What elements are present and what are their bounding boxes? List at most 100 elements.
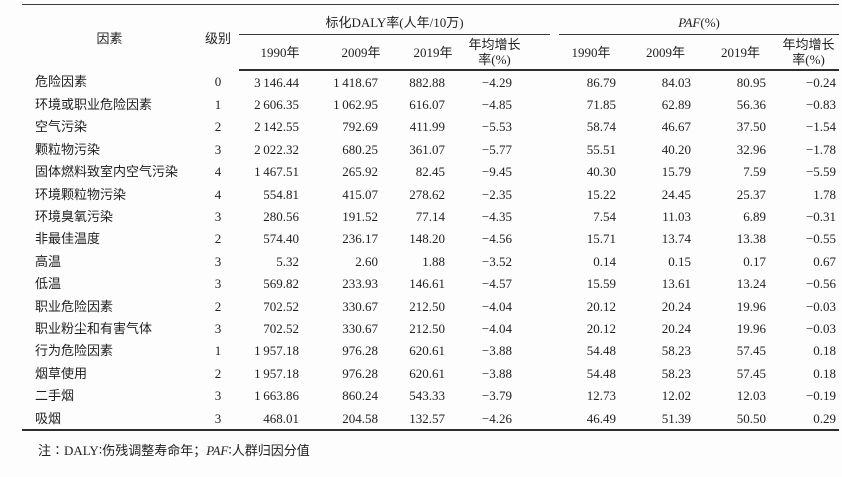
daly-value-cell: 680.25 xyxy=(342,141,378,157)
paf-value-cell: 11.03 xyxy=(662,209,692,225)
table-body: 危险因素 0 3 146.44 1 418.67 882.88 −4.29 86.79 84.… xyxy=(22,70,839,430)
paf-value-cell: −0.03 xyxy=(805,298,837,314)
daly-value-cell: −5.77 xyxy=(481,141,513,157)
daly-year-header-2009: 2009年 xyxy=(321,35,401,71)
group-header-daly: 标化DALY率(人年/10万) xyxy=(239,5,554,35)
paf-value-cell: 50.50 xyxy=(736,410,767,426)
daly-value-cell: 1.88 xyxy=(422,253,445,269)
paf-value-cell: 12.03 xyxy=(736,388,767,404)
daly-value-cell: 543.33 xyxy=(409,388,445,404)
level-cell: 0 xyxy=(214,74,222,90)
factor-cell: 二手烟 xyxy=(35,388,75,404)
paf-value-cell: 19.96 xyxy=(736,320,767,336)
daly-value-cell: −4.29 xyxy=(481,74,513,90)
table-row: 环境臭氧污染 3 280.56 191.52 77.14 −4.35 7.54 11.03 6.… xyxy=(22,205,839,227)
paf-value-cell: 19.96 xyxy=(736,298,767,314)
paf-value-cell: 20.24 xyxy=(661,298,692,314)
paf-value-cell: −0.31 xyxy=(805,209,837,225)
daly-value-cell: 620.61 xyxy=(409,343,445,359)
daly-value-cell: 574.40 xyxy=(263,231,299,247)
paf-value-cell: −1.54 xyxy=(805,119,837,135)
paf-value-cell: 32.96 xyxy=(736,141,767,157)
paf-value-cell: −0.19 xyxy=(805,388,837,404)
daly-value-cell: 792.69 xyxy=(342,119,378,135)
paf-unit: (%) xyxy=(700,15,720,30)
daly-value-cell: 278.62 xyxy=(409,186,445,202)
level-cell: 3 xyxy=(214,276,222,292)
factor-cell: 非最佳温度 xyxy=(35,231,101,247)
paf-year-header-2009: 2009年 xyxy=(628,35,704,71)
daly-value-cell: 616.07 xyxy=(409,97,445,113)
factor-cell: 固体燃料致室内空气污染 xyxy=(35,164,179,180)
level-cell: 2 xyxy=(214,119,222,135)
paf-value-cell: −0.03 xyxy=(805,320,837,336)
factor-cell: 危险因素 xyxy=(35,74,88,90)
daly-value-cell: 82.45 xyxy=(415,164,445,180)
daly-value-cell: −5.53 xyxy=(481,119,513,135)
daly-value-cell: −4.04 xyxy=(481,298,513,314)
level-cell: 3 xyxy=(214,141,222,157)
daly-value-cell: 620.61 xyxy=(409,365,445,381)
paf-value-cell: 20.24 xyxy=(661,320,692,336)
daly-value-cell: 132.57 xyxy=(409,410,445,426)
paf-value-cell: 56.36 xyxy=(736,97,767,113)
paf-value-cell: 54.48 xyxy=(586,365,617,381)
daly-value-cell: 146.61 xyxy=(409,276,445,292)
daly-value-cell: 1 663.86 xyxy=(254,388,299,404)
factor-cell: 低温 xyxy=(35,276,62,292)
daly-value-cell: 468.01 xyxy=(263,410,299,426)
daly-value-cell: 1 418.67 xyxy=(333,74,378,90)
daly-year-header-2019: 2019年 xyxy=(401,35,465,71)
paf-value-cell: 54.48 xyxy=(586,343,617,359)
paf-value-cell: 12.02 xyxy=(661,388,692,404)
paf-value-cell: 0.14 xyxy=(593,253,617,269)
daly-value-cell: −4.26 xyxy=(481,410,513,426)
factor-cell: 高温 xyxy=(35,253,62,269)
factor-cell: 环境臭氧污染 xyxy=(35,209,114,225)
daly-value-cell: 330.67 xyxy=(342,298,378,314)
daly-value-cell: 236.17 xyxy=(342,231,378,247)
paf-value-cell: 1.78 xyxy=(813,186,837,202)
daly-group-label: 标化DALY率(人年/10万) xyxy=(239,12,551,35)
paf-year-header-2019: 2019年 xyxy=(703,35,779,71)
paf-value-cell: 37.50 xyxy=(736,119,767,135)
paf-value-cell: 57.45 xyxy=(736,365,767,381)
table-row: 环境或职业危险因素 1 2 606.35 1 062.95 616.07 −4.85 71.… xyxy=(22,93,839,115)
daly-value-cell: 361.07 xyxy=(409,141,445,157)
paf-value-cell: −0.55 xyxy=(805,231,837,247)
paf-value-cell: 6.89 xyxy=(743,209,767,225)
paf-value-cell: 15.71 xyxy=(586,231,617,247)
paf-value-cell: 58.23 xyxy=(661,365,692,381)
daly-value-cell: 191.52 xyxy=(342,209,378,225)
table-row: 低温 3 569.82 233.93 146.61 −4.57 15.59 13.61 13.2… xyxy=(22,273,839,295)
paf-value-cell: 13.61 xyxy=(661,276,692,292)
paf-value-cell: 86.79 xyxy=(586,74,617,90)
daly-value-cell: 212.50 xyxy=(409,320,445,336)
daly-value-cell: −3.52 xyxy=(481,253,513,269)
paf-value-cell: 46.67 xyxy=(661,119,692,135)
paf-value-cell: 25.37 xyxy=(736,186,767,202)
paf-value-cell: 7.59 xyxy=(743,164,767,180)
paf-value-cell: 7.54 xyxy=(593,209,617,225)
sub-header-row: 1990年 2009年 2019年 年均增长 率(%) 1990年 2009年 2… xyxy=(22,35,840,71)
paf-value-cell: 58.23 xyxy=(661,343,692,359)
paf-value-cell: 20.12 xyxy=(586,320,617,336)
daly-value-cell: 5.32 xyxy=(276,253,299,269)
group-header-paf: PAF(%) xyxy=(554,5,840,35)
paf-abbrev: PAF xyxy=(678,15,701,30)
paf-growth-header: 年均增长 率(%) xyxy=(778,35,840,71)
factor-cell: 吸烟 xyxy=(35,410,62,426)
footnote-paf-abbrev: PAF xyxy=(206,443,229,458)
table-row: 非最佳温度 2 574.40 236.17 148.20 −4.56 15.71 13.74 1… xyxy=(22,228,839,250)
paf-value-cell: 55.51 xyxy=(586,141,617,157)
daly-value-cell: 1 467.51 xyxy=(254,164,299,180)
daly-value-cell: 1 957.18 xyxy=(254,343,299,359)
footnote-suffix: ∶人群归因分值 xyxy=(228,443,310,458)
level-cell: 2 xyxy=(214,231,222,247)
factor-cell: 行为危险因素 xyxy=(35,343,114,359)
daly-value-cell: 1 957.18 xyxy=(254,365,299,381)
daly-value-cell: 860.24 xyxy=(342,388,378,404)
table-row: 环境颗粒物污染 4 554.81 415.07 278.62 −2.35 15.22 24.4… xyxy=(22,183,839,205)
paf-value-cell: 0.29 xyxy=(813,410,837,426)
